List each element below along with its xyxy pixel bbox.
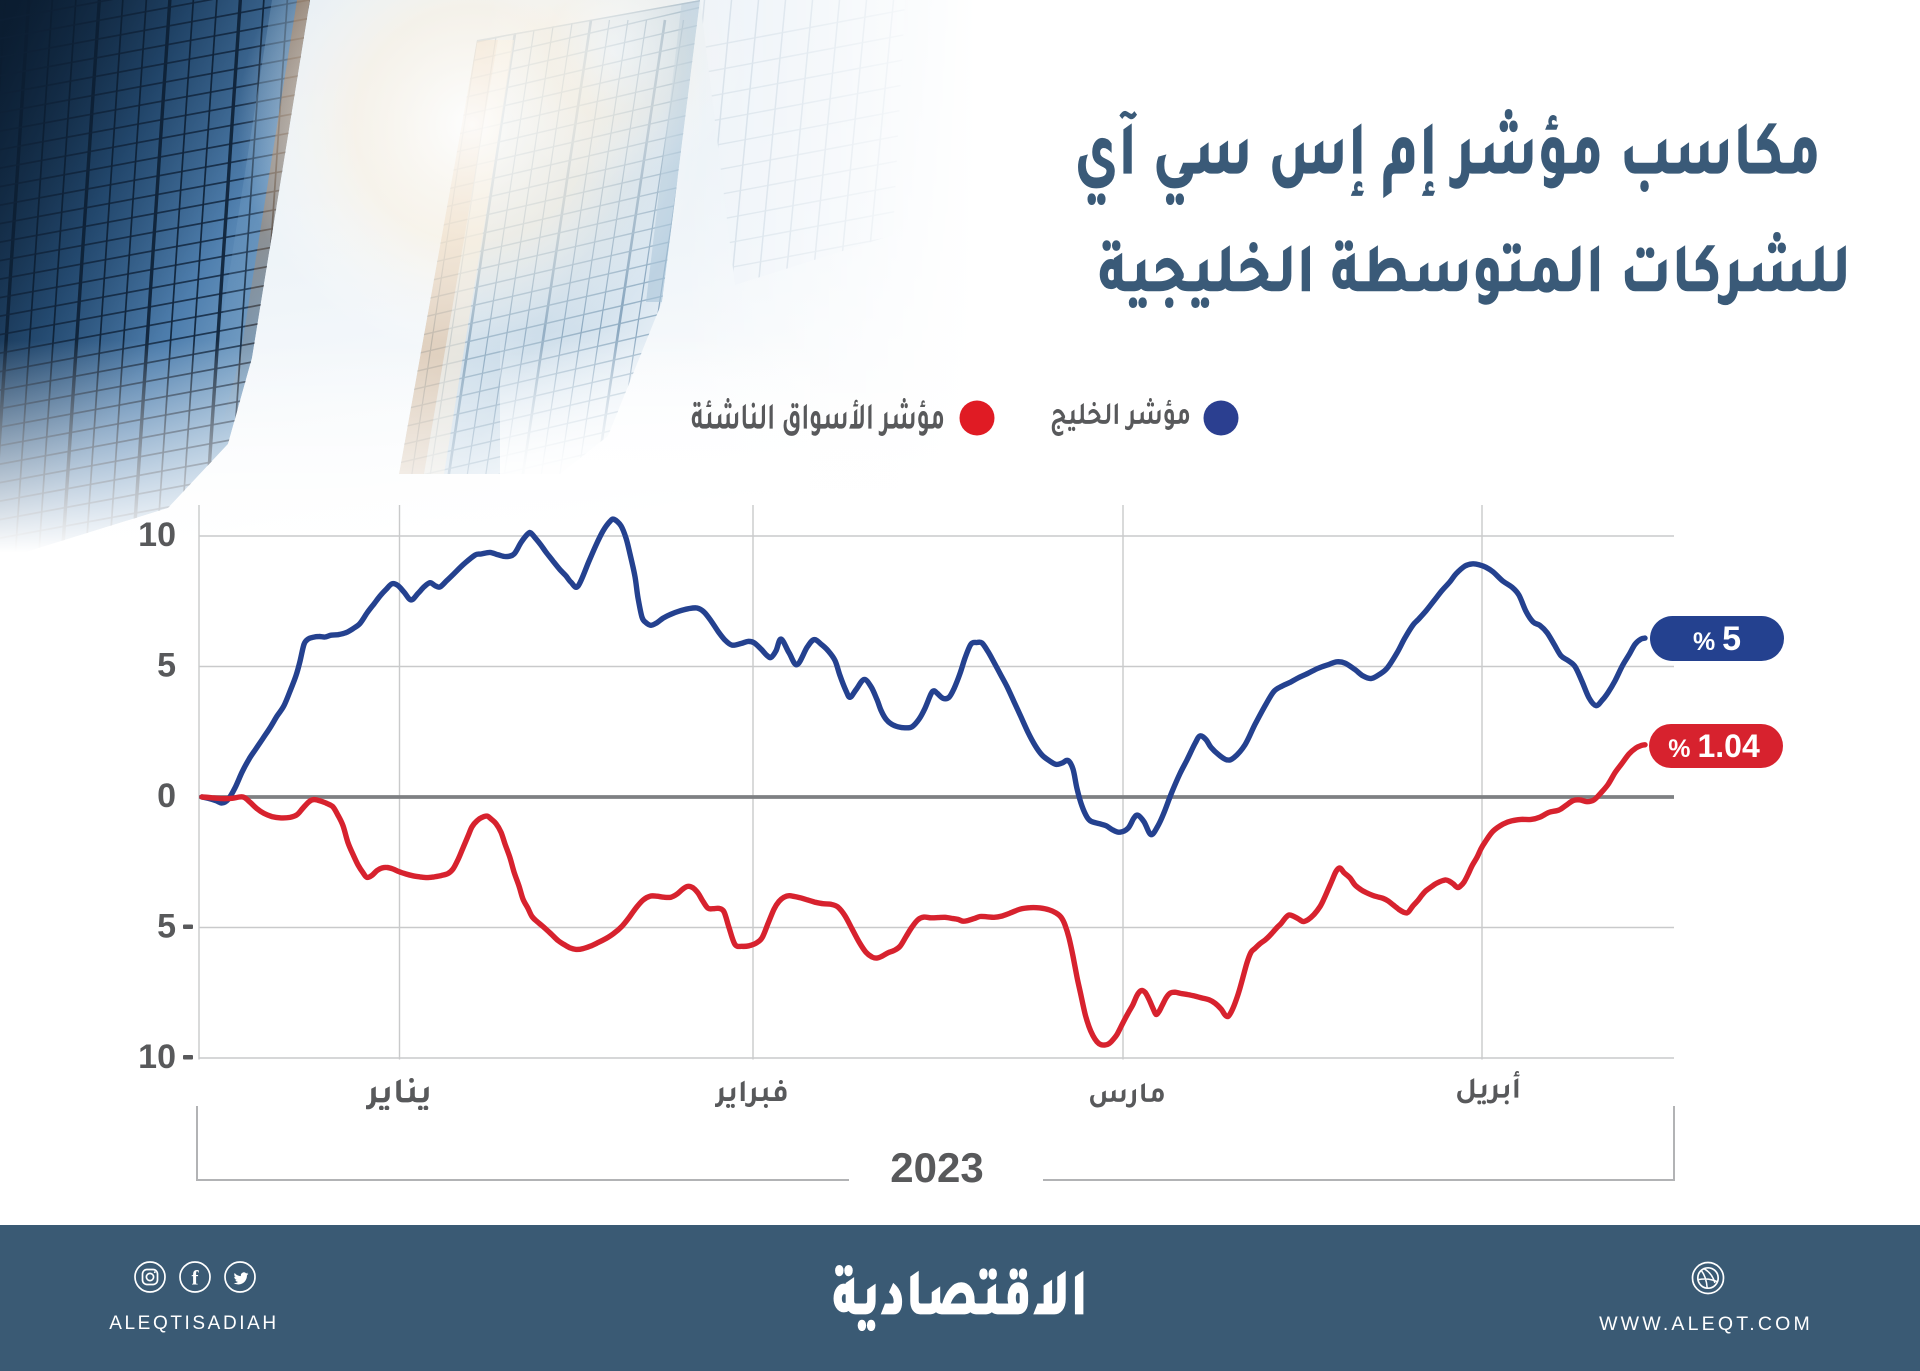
svg-text:% 1.04: % 1.04	[1668, 728, 1760, 764]
svg-text:2023: 2023	[890, 1144, 983, 1191]
svg-text:f: f	[192, 1266, 200, 1290]
svg-text:% 5: % 5	[1693, 620, 1741, 658]
svg-text:0: 0	[157, 777, 176, 815]
svg-text:10: 10	[138, 516, 176, 554]
svg-text:5: 5	[157, 908, 176, 946]
svg-text:5: 5	[157, 647, 176, 685]
svg-text:10: 10	[138, 1038, 176, 1076]
